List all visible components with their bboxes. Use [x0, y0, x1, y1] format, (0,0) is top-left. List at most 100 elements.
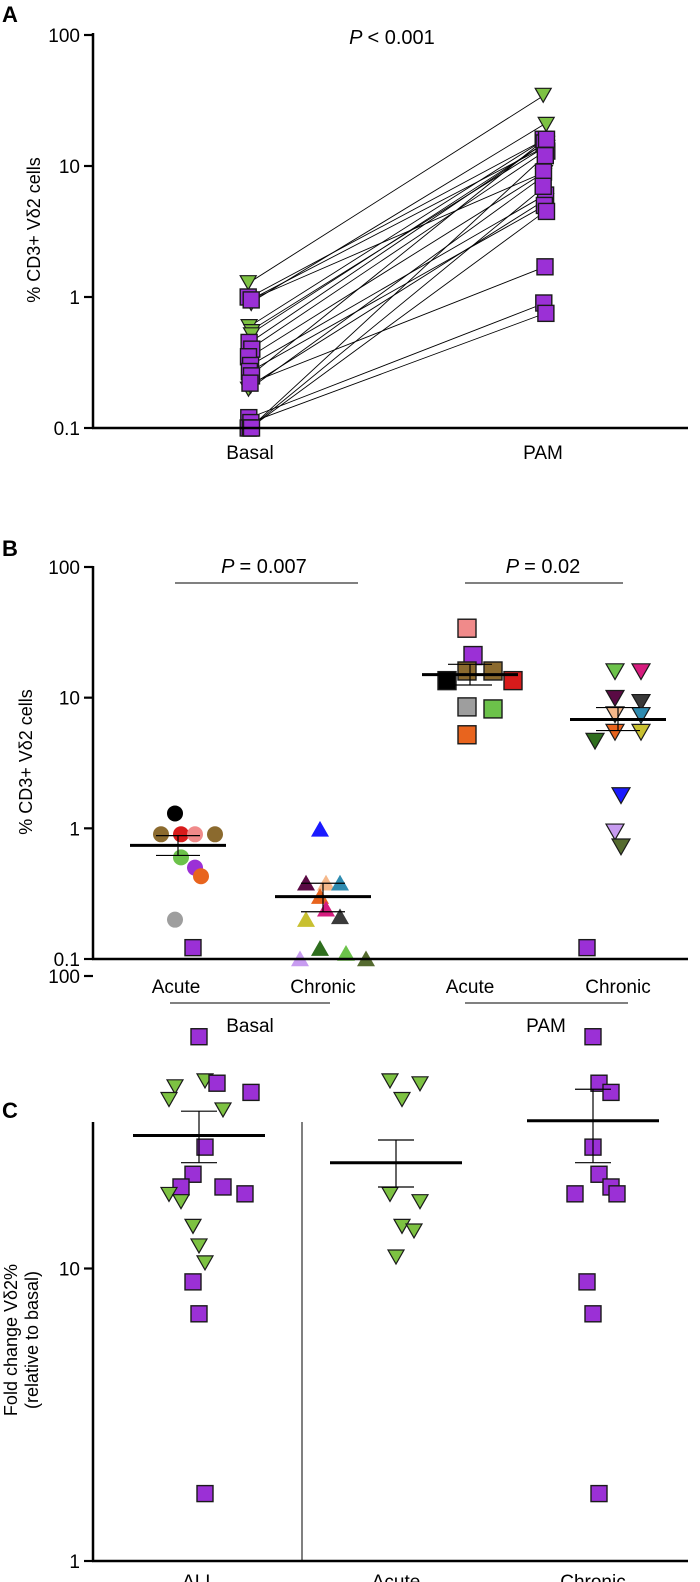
panel-c-y-label-sub: (relative to basal) [22, 1271, 42, 1409]
panel-a-pair-line [249, 205, 546, 372]
panel-b-point [483, 699, 503, 719]
panel-c-x-tick-acute: Acute [372, 1572, 421, 1582]
panel-b-point [630, 693, 652, 712]
panel-a-y-tick-label: 100 [48, 26, 80, 47]
panel-b-group-label-pam: PAM [526, 1016, 566, 1037]
panel-a-pair-line [249, 155, 546, 429]
panel-b-point [297, 874, 315, 891]
panel-b-point [193, 868, 209, 885]
panel-c-point [189, 1238, 209, 1255]
panel-c-y-ticks: 1 10 100 [48, 967, 93, 1573]
panel-c-point [213, 1102, 233, 1119]
panel-b-point [457, 725, 477, 745]
panel-b-x-tick-pam-acute: Acute [446, 977, 495, 998]
panel-c-point [392, 1091, 412, 1108]
panel-b-point [630, 663, 652, 681]
panel-b-point [584, 732, 606, 751]
panel-b-y-tick-label: 10 [59, 689, 80, 710]
panel-a-p-text: < 0.001 [368, 27, 435, 49]
panel-b-p-letter-pam: P [506, 556, 520, 578]
panel-b-point [187, 826, 203, 843]
panel-b-point [610, 838, 632, 856]
panel-b-p-letter-basal: P [221, 556, 235, 578]
panel-a-pair-line [249, 266, 546, 384]
panel-c-point [184, 938, 202, 957]
panel-a-pair-line [249, 123, 546, 304]
panel-b-point [337, 945, 355, 961]
panel-b-point [604, 823, 626, 842]
panel-c-point [380, 1073, 400, 1090]
panel-b-point [207, 826, 223, 843]
panel-b-point [173, 826, 189, 843]
panel-b-point [317, 900, 335, 917]
panel-a-pam-point [534, 177, 552, 195]
panel-c-point [590, 1484, 608, 1503]
panel-a-pair-line [249, 312, 546, 423]
panel-c-point [590, 1165, 608, 1183]
panel-c-point [602, 1083, 620, 1102]
panel-b-point [630, 723, 652, 742]
panel-a-y-ticks: 0.1 1 10 100 [48, 26, 93, 440]
panel-a-basal-point [241, 374, 259, 392]
panel-c-point [208, 1074, 226, 1092]
panel-c-point [584, 1028, 602, 1046]
panel-b-letter: B [2, 536, 18, 561]
panel-a-pair-line [249, 171, 546, 358]
panel-c-point [171, 1194, 191, 1210]
panel-c-point [242, 1083, 260, 1102]
panel-c-y-label: Fold change Vδ2% [1, 1264, 21, 1416]
panel-a-basal-point [242, 291, 260, 309]
panel-c-point [196, 1138, 214, 1156]
panel-c-point [578, 1273, 596, 1291]
panel-c-point [566, 1185, 584, 1203]
panel-b-y-tick-label: 100 [48, 558, 80, 579]
panel-b-point [167, 911, 183, 928]
panel-a-pair-line [249, 211, 546, 429]
panel-c-point [183, 1218, 203, 1235]
panel-c-letter: C [2, 1098, 18, 1123]
panel-c-x-tick-all: ALL [182, 1572, 216, 1582]
panel-c-point [608, 1185, 626, 1203]
panel-b-point [604, 689, 626, 708]
panel-b-point [311, 820, 329, 837]
panel-a-pair-line [249, 146, 546, 301]
panel-b-point [153, 826, 169, 843]
panel-b-y-label: % CD3+ Vδ2 cells [16, 689, 36, 835]
panel-a-x-tick-pam: PAM [523, 443, 563, 464]
panel-a-x-tick-basal: Basal [226, 443, 274, 464]
panel-a-pam-point [537, 130, 556, 148]
panel-c-point [578, 938, 596, 957]
panel-b-point [604, 663, 626, 681]
panel-a-pam-point [536, 258, 554, 276]
panel-c-point [190, 1305, 208, 1323]
panel-b-group-label-basal: Basal [226, 1016, 274, 1037]
panel-a-pair-line [249, 150, 546, 350]
panel-b-point [457, 618, 477, 638]
panel-a-pair-line [249, 138, 546, 298]
panel-a-p-value: P < 0.001 [349, 27, 435, 49]
panel-b-x-tick-basal-chronic: Chronic [290, 977, 355, 998]
panel-b-point [610, 787, 632, 805]
panel-a-basal-point [239, 275, 258, 291]
panel-c-point [196, 1484, 214, 1503]
panel-c-point [392, 1218, 412, 1235]
panel-a-pair-line [249, 302, 546, 419]
panel-c-point [386, 1249, 406, 1266]
panel-b-point [630, 706, 652, 725]
panel-c-point [195, 1255, 215, 1272]
panel-c-point [236, 1185, 254, 1203]
panel-b-point [311, 940, 329, 956]
panel-a-pair-line [249, 199, 546, 387]
panel-a-pair-line [249, 94, 546, 283]
panel-a-pam-point [537, 304, 555, 323]
panel-a: A 0.1 1 10 100 % CD3+ Vδ2 cells Basal PAM P… [2, 2, 688, 464]
panel-a-pair-line [249, 138, 546, 327]
panel-c-point [214, 1178, 232, 1196]
panel-c-point [165, 1079, 185, 1096]
panel-b-point [457, 697, 477, 717]
panel-c-point [190, 1028, 208, 1046]
panel-b-point [297, 911, 315, 927]
panel-b-point [173, 849, 189, 866]
panel-b-x-tick-pam-chronic: Chronic [585, 977, 650, 998]
